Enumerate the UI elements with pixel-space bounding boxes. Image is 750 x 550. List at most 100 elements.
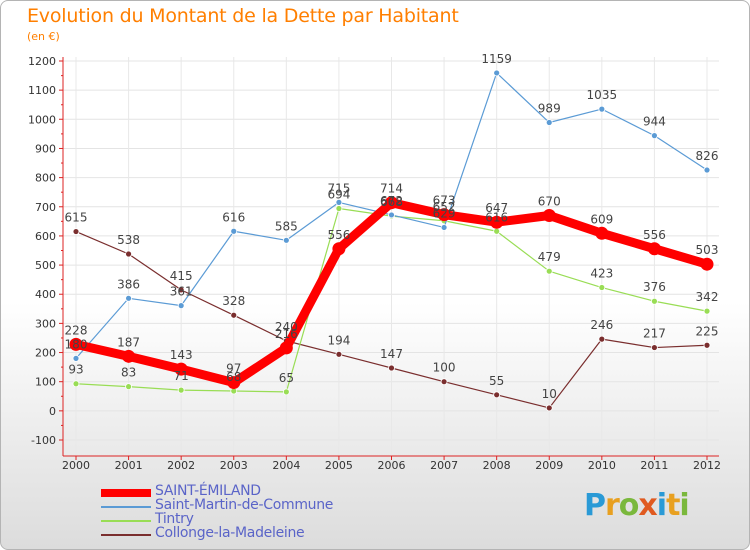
y-tick-label: 300 <box>35 317 56 330</box>
data-point <box>703 307 711 315</box>
data-point <box>72 228 80 235</box>
data-point <box>700 257 714 271</box>
data-point <box>174 362 188 376</box>
data-point <box>335 350 343 358</box>
data-label: 503 <box>696 243 719 257</box>
data-label: 386 <box>117 277 140 291</box>
data-label: 556 <box>327 228 350 242</box>
data-label: 826 <box>696 149 719 163</box>
data-point <box>490 215 504 229</box>
data-label: 143 <box>170 348 193 362</box>
data-point <box>177 302 185 310</box>
data-point <box>545 119 553 126</box>
data-label: 415 <box>170 269 193 283</box>
y-tick-label: 1200 <box>28 55 56 68</box>
x-tick-label: 2000 <box>62 459 90 472</box>
y-tick-label: 400 <box>35 288 56 301</box>
data-label: 225 <box>696 324 719 338</box>
x-tick-label: 2012 <box>693 459 721 472</box>
data-label: 989 <box>538 102 561 116</box>
legend-swatch <box>101 506 151 508</box>
x-tick-label: 2003 <box>220 459 248 472</box>
x-tick-label: 2010 <box>588 459 616 472</box>
y-tick-label: 1100 <box>28 84 56 97</box>
data-point <box>545 267 553 275</box>
data-point <box>493 391 501 399</box>
data-label: 715 <box>327 181 350 195</box>
logo-letter: i <box>656 488 667 523</box>
x-tick-label: 2001 <box>115 459 143 472</box>
data-label: 670 <box>538 195 561 209</box>
data-label: 10 <box>542 387 557 401</box>
data-label: 65 <box>279 371 294 385</box>
x-tick-label: 2005 <box>325 459 353 472</box>
data-label: 240 <box>275 320 298 334</box>
data-label: 83 <box>121 366 136 380</box>
legend-swatch <box>101 520 151 522</box>
data-label: 647 <box>485 201 508 215</box>
data-point <box>440 378 448 386</box>
data-label: 342 <box>696 290 719 304</box>
data-point <box>230 311 238 319</box>
data-point <box>72 380 80 388</box>
data-point <box>122 349 136 363</box>
data-label: 361 <box>170 285 193 299</box>
data-label: 217 <box>643 327 666 341</box>
data-label: 328 <box>222 294 245 308</box>
y-tick-label: 600 <box>35 230 56 243</box>
data-label: 1159 <box>481 52 512 66</box>
data-label: 538 <box>117 233 140 247</box>
data-point <box>598 284 606 291</box>
data-label: 246 <box>590 318 613 332</box>
data-label: 609 <box>590 212 613 226</box>
x-tick-label: 2007 <box>430 459 458 472</box>
x-tick-label: 2002 <box>167 459 195 472</box>
data-point <box>651 132 658 140</box>
data-label: 479 <box>538 250 561 264</box>
data-label: 629 <box>433 206 456 220</box>
data-point <box>440 224 448 231</box>
data-label: 71 <box>174 369 189 383</box>
data-point <box>282 236 290 244</box>
data-label: 944 <box>643 115 666 129</box>
y-tick-label: 1000 <box>28 113 56 126</box>
legend-swatch <box>101 534 151 536</box>
data-label: 673 <box>433 194 456 208</box>
data-point <box>598 335 606 343</box>
logo-letter: t <box>666 488 680 523</box>
legend-label: Saint-Martin-de-Commune <box>155 497 334 513</box>
legend-swatch <box>101 489 151 497</box>
data-label: 68 <box>226 370 241 384</box>
data-point <box>230 227 238 235</box>
y-tick-label: 800 <box>35 172 56 185</box>
data-point <box>125 383 132 391</box>
data-label: 376 <box>643 280 666 294</box>
legend-label: Collonge-la-Madeleine <box>155 525 305 541</box>
y-tick-label: 100 <box>35 376 56 389</box>
data-label: 93 <box>68 363 83 377</box>
logo-letter: x <box>638 488 657 523</box>
x-tick-label: 2011 <box>640 459 668 472</box>
data-point <box>545 404 553 412</box>
data-label: 1035 <box>587 88 618 102</box>
data-point <box>493 227 501 235</box>
x-tick-label: 2008 <box>483 459 511 472</box>
data-point <box>72 354 80 362</box>
data-point <box>227 376 241 390</box>
data-label: 616 <box>222 210 245 224</box>
data-label: 147 <box>380 347 403 361</box>
y-tick-label: 500 <box>35 259 56 272</box>
data-point <box>703 166 711 174</box>
x-tick-label: 2009 <box>535 459 563 472</box>
y-tick-label: 0 <box>49 405 56 418</box>
legend-label: SAINT-ÉMILAND <box>155 483 261 499</box>
data-label: 97 <box>226 362 241 376</box>
data-point <box>177 386 185 394</box>
x-tick-label: 2006 <box>378 459 406 472</box>
data-point <box>388 211 395 219</box>
data-point <box>598 105 606 113</box>
data-label: 694 <box>327 188 350 202</box>
logo-letter: o <box>618 488 640 523</box>
